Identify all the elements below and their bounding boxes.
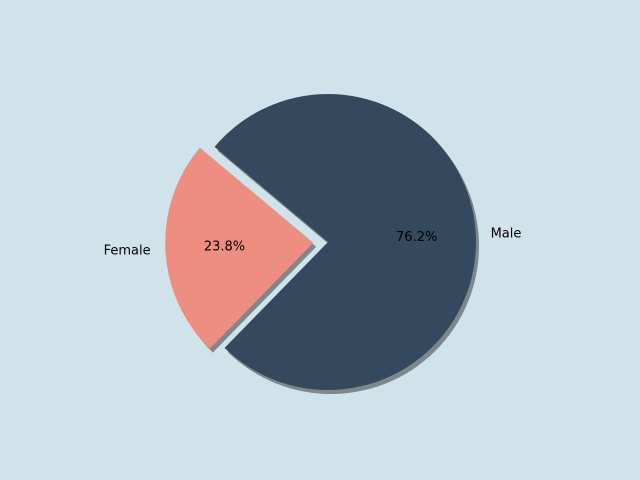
value-label: 23.8%	[204, 240, 245, 255]
wedge	[214, 93, 476, 391]
category-label: Female	[104, 243, 151, 258]
category-label: Male	[491, 226, 522, 241]
value-label: 76.2%	[396, 230, 437, 245]
wedge	[165, 147, 314, 349]
